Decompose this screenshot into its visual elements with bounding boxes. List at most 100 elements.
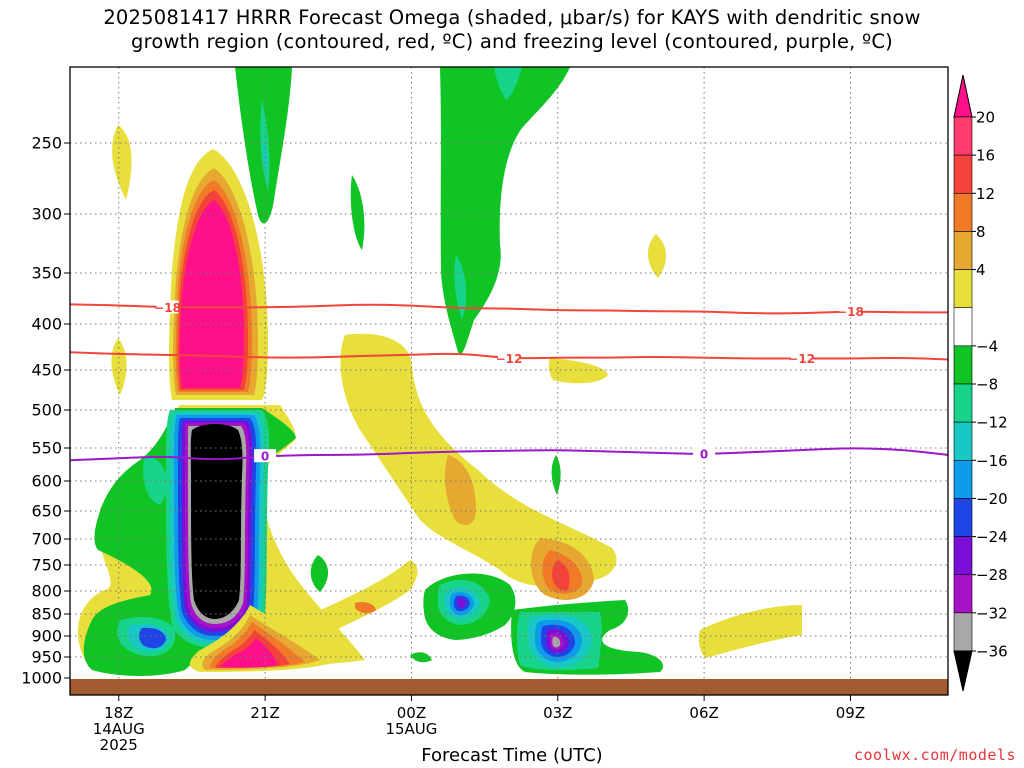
colorbar-label: −16 — [976, 452, 1008, 470]
contour-line — [70, 303, 948, 315]
omega-region-yellow — [340, 333, 617, 587]
x-tick-label: 09Z — [836, 704, 865, 722]
omega-region-red — [552, 560, 570, 591]
y-tick-label: 900 — [31, 627, 62, 646]
chart-title: 2025081417 HRRR Forecast Omega (shaded, … — [103, 6, 921, 53]
omega-region-teal — [494, 67, 522, 100]
contour-label: −18 — [154, 301, 181, 315]
colorbar-label: −8 — [976, 376, 998, 394]
y-tick-label: 500 — [31, 401, 62, 420]
omega-region-yellow — [300, 560, 418, 632]
contour-label: −18 — [837, 305, 864, 319]
y-tick-label: 650 — [31, 502, 62, 521]
x-tick-label: 00Z — [397, 704, 426, 722]
omega-region-green — [310, 555, 329, 592]
colorbar-swatch — [953, 231, 973, 270]
colorbar-bottom-arrow — [953, 650, 973, 692]
x-tick-label: 06Z — [689, 704, 718, 722]
colorbar-label: −4 — [976, 337, 998, 355]
omega-region-yellow — [698, 605, 802, 658]
contour-label-bg — [693, 447, 716, 461]
contour-label-bg — [254, 449, 277, 463]
colorbar-label: −36 — [976, 643, 1008, 661]
colorbar-label: 4 — [976, 261, 986, 279]
colorbar: 20 16 12 8 4 −4 −8 −12 −16 −20 −24 −28 −32 −36 — [953, 74, 1008, 692]
x-tick-label: 2025 — [100, 736, 138, 754]
colorbar-swatch — [953, 116, 973, 156]
colorbar-swatch — [953, 269, 973, 309]
ground-strip — [70, 679, 948, 695]
omega-region-yellow — [647, 234, 667, 278]
x-tick-label: 15AUG — [385, 720, 437, 738]
y-tick-label: 850 — [31, 605, 62, 624]
colorbar-swatch — [953, 345, 973, 385]
contour-label: −12 — [788, 352, 815, 366]
x-tick-label: 03Z — [543, 704, 572, 722]
omega-region-yellow — [111, 338, 127, 395]
y-tick-label: 600 — [31, 472, 62, 491]
contour-label-bg — [790, 351, 813, 365]
contour-lines: −18 −18 −12 −12 0 0 — [70, 300, 948, 464]
y-tick-label: 250 — [31, 134, 62, 153]
colorbar-swatch — [953, 383, 973, 423]
omega-region-teal — [454, 255, 467, 320]
contour-label-bg — [498, 351, 520, 365]
omega-region-yellow — [548, 358, 608, 384]
y-tick-label: 800 — [31, 582, 62, 601]
colorbar-swatch — [953, 192, 973, 232]
colorbar-swatch — [953, 421, 973, 461]
y-tick-label: 400 — [31, 315, 62, 334]
colorbar-swatch — [953, 459, 973, 499]
grid — [70, 67, 948, 679]
omega-region-magenta — [179, 200, 244, 388]
colorbar-swatch — [953, 536, 973, 576]
y-tick-label: 300 — [31, 205, 62, 224]
colorbar-label: 16 — [976, 147, 995, 165]
colorbar-label: −32 — [976, 604, 1008, 622]
credit-text: coolwx.com/models — [853, 746, 1016, 764]
y-tick-label: 1000 — [21, 669, 62, 688]
contour-label-bg — [839, 304, 862, 318]
y-tick-label: 550 — [31, 439, 62, 458]
colorbar-label: 8 — [976, 223, 986, 241]
contour-line — [70, 447, 948, 462]
omega-region-yellow — [112, 125, 132, 200]
contour-label: 0 — [261, 450, 269, 464]
colorbar-swatch — [953, 307, 973, 347]
omega-region-orange — [355, 601, 376, 614]
y-tick-label: 450 — [31, 361, 62, 380]
colorbar-swatch — [953, 612, 973, 652]
plot-frame — [69, 66, 949, 696]
contour-label: −12 — [496, 352, 523, 366]
x-tick-label: 21Z — [250, 704, 279, 722]
colorbar-label: −12 — [976, 414, 1008, 432]
x-tick-label: 14AUG — [93, 720, 145, 738]
colorbar-swatch — [953, 154, 973, 194]
y-tick-label: 950 — [31, 648, 62, 667]
omega-region-green — [350, 175, 365, 250]
x-axis-label: Forecast Time (UTC) — [421, 745, 603, 766]
contour-label-bg — [156, 300, 179, 314]
y-tick-label: 750 — [31, 556, 62, 575]
omega-region-magenta — [220, 638, 278, 668]
omega-region-purple — [457, 597, 467, 608]
contour-label: 0 — [700, 448, 708, 462]
colorbar-top-arrow — [953, 74, 973, 118]
omega-region-green — [440, 67, 570, 355]
colorbar-label: 12 — [976, 185, 995, 203]
x-tick-label: 18Z — [104, 704, 133, 722]
y-tick-label: 700 — [31, 530, 62, 549]
omega-region-gold — [444, 455, 476, 526]
colorbar-swatch — [953, 574, 973, 614]
colorbar-label: −20 — [976, 490, 1008, 508]
omega-region-blue — [139, 627, 166, 649]
colorbar-label: 20 — [976, 109, 995, 127]
omega-region-black — [190, 424, 243, 619]
y-tick-label: 350 — [31, 264, 62, 283]
contour-line — [70, 351, 948, 361]
colorbar-label: −28 — [976, 566, 1008, 584]
omega-region-teal — [143, 455, 168, 505]
omega-region-green — [551, 455, 561, 495]
